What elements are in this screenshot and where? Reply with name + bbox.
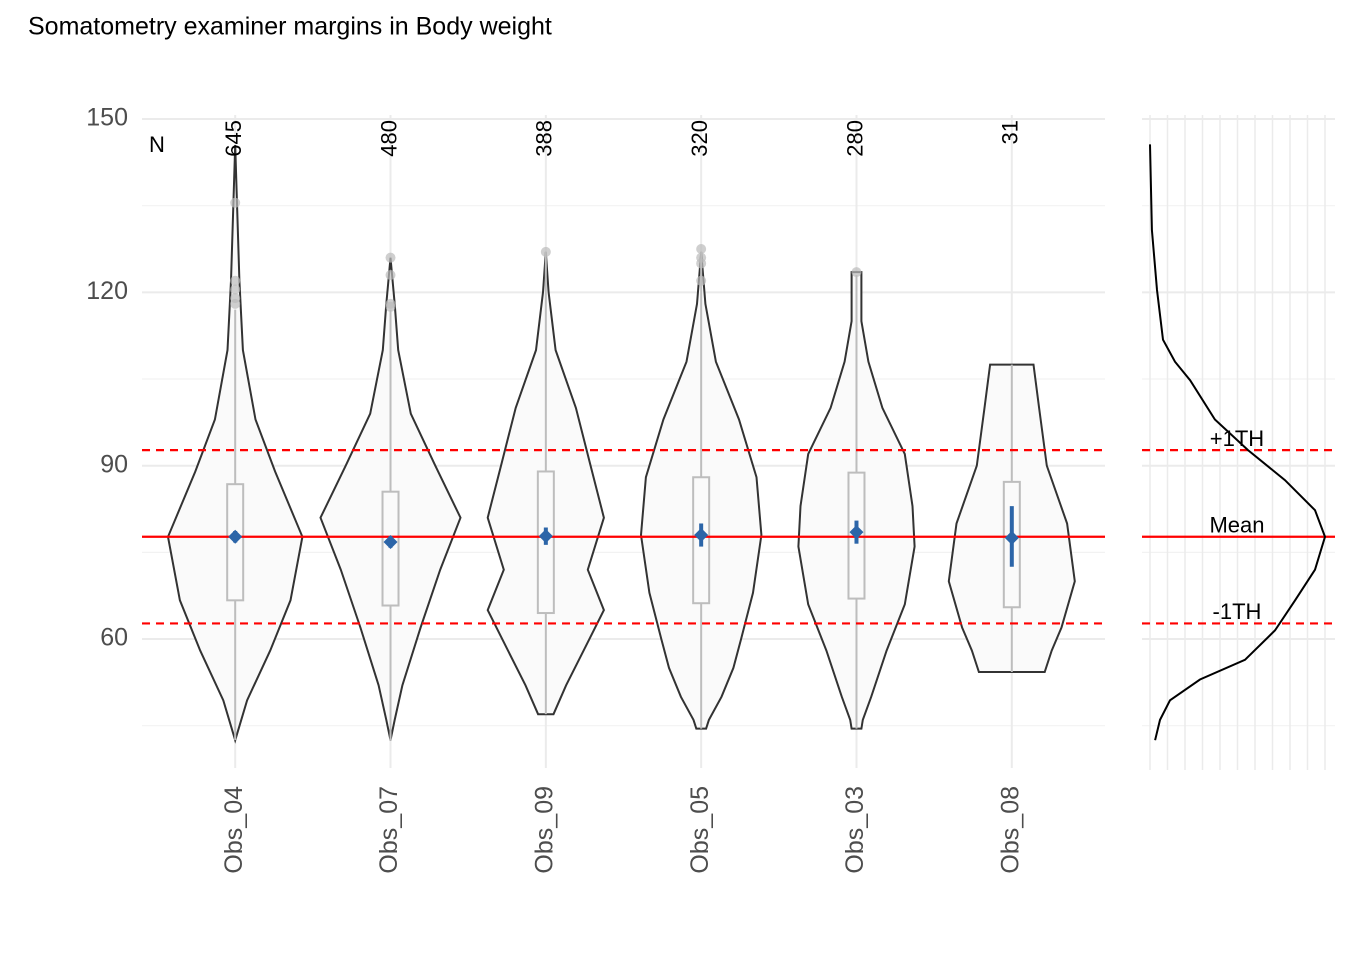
mean-point (694, 528, 709, 543)
box (226, 483, 245, 602)
density-curve (1149, 144, 1327, 741)
n-count: 388 (532, 120, 557, 157)
reference-label: -1TH (1213, 599, 1262, 624)
mean-point (383, 534, 398, 549)
reference-label: +1TH (1210, 426, 1264, 451)
outlier (696, 258, 707, 269)
outlier (385, 252, 396, 263)
x-tick-label: Obs_05 (686, 786, 714, 874)
y-tick-label: 60 (100, 624, 128, 652)
outlier (385, 270, 396, 281)
box (536, 470, 555, 615)
mean-point (228, 529, 243, 544)
box (847, 471, 866, 600)
outlier (230, 298, 241, 309)
chart-title: Somatometry examiner margins in Body wei… (28, 13, 552, 41)
violin (486, 251, 605, 716)
mean-point (1004, 530, 1019, 545)
outlier (385, 301, 396, 312)
outlier (696, 244, 707, 255)
outlier (540, 246, 551, 257)
reference-label: Mean (1209, 513, 1264, 538)
y-tick-label: 120 (86, 277, 128, 305)
x-tick-label: Obs_08 (996, 786, 1024, 874)
violin (639, 251, 763, 730)
y-tick-label: 90 (100, 450, 128, 478)
outlier (230, 284, 241, 295)
n-label: N (149, 132, 165, 157)
y-tick-label: 150 (86, 104, 128, 132)
x-tick-label: Obs_09 (530, 786, 558, 874)
outlier (230, 197, 241, 208)
mean-point (849, 525, 864, 540)
x-tick-label: Obs_07 (375, 786, 403, 874)
box (1002, 480, 1021, 609)
n-count: 31 (998, 120, 1023, 144)
outlier (230, 275, 241, 286)
x-tick-label: Obs_04 (220, 786, 248, 874)
n-count: 645 (221, 120, 246, 157)
mean-point (538, 529, 553, 544)
box (381, 490, 400, 607)
n-count: 320 (687, 120, 712, 157)
outlier (851, 267, 862, 278)
n-count: 280 (842, 120, 867, 157)
n-count: 480 (376, 120, 401, 157)
outlier (696, 275, 707, 286)
box (692, 476, 711, 605)
x-tick-label: Obs_03 (841, 786, 869, 874)
violin (319, 257, 462, 741)
violin (797, 271, 916, 730)
